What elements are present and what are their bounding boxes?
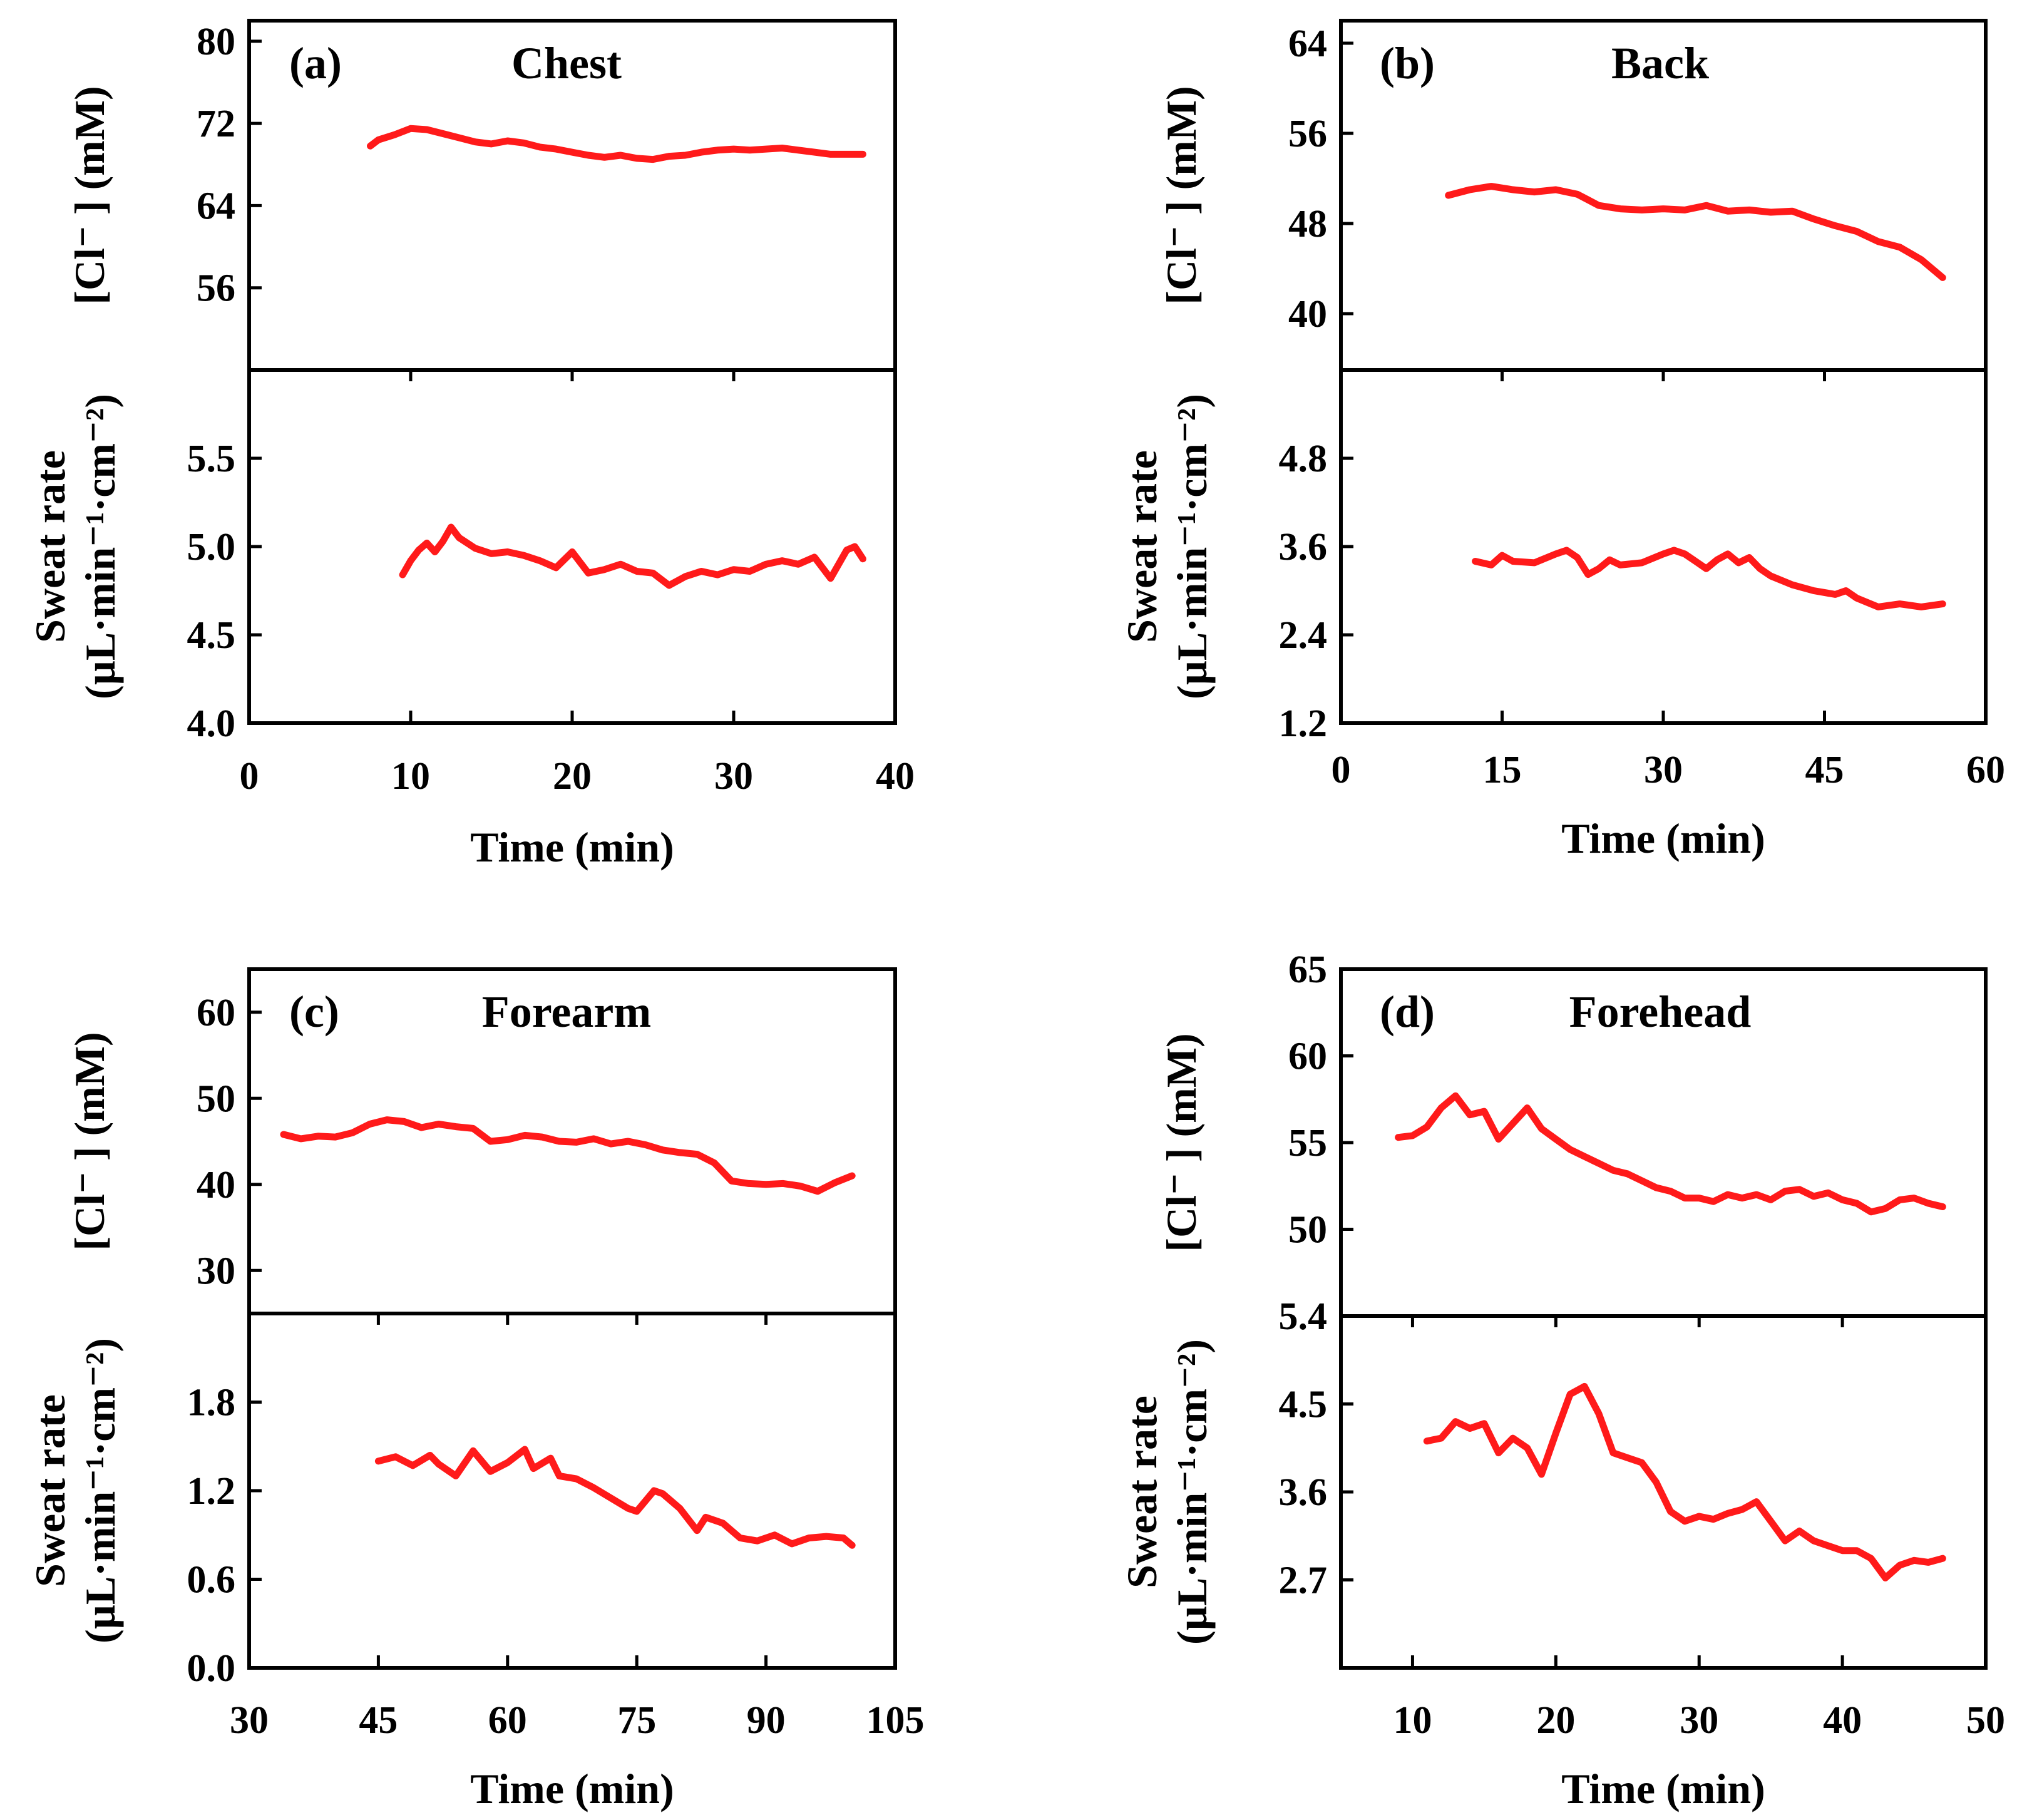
y-tick-label: 50 bbox=[1288, 1209, 1327, 1252]
y-tick-label: 4.0 bbox=[187, 702, 236, 745]
y-tick-label: 0.6 bbox=[187, 1559, 236, 1601]
chart-title: Chest bbox=[511, 38, 622, 88]
y-tick-label: 80 bbox=[197, 21, 235, 63]
y-tick-label: 48 bbox=[1288, 203, 1327, 245]
y-axis-title-sweat: Sweat rate bbox=[1118, 450, 1166, 643]
y-tick-label: 3.6 bbox=[1279, 1471, 1328, 1514]
y-tick-label: 50 bbox=[197, 1077, 235, 1120]
y-tick-label: 65 bbox=[1288, 949, 1327, 991]
x-tick-label: 45 bbox=[1805, 749, 1844, 791]
panel-label: (b) bbox=[1380, 38, 1435, 88]
panel-label: (c) bbox=[289, 987, 339, 1037]
sweat-rate-series-line bbox=[1423, 1382, 1946, 1581]
x-tick-label: 30 bbox=[714, 755, 753, 798]
x-tick-label: 10 bbox=[1393, 1699, 1432, 1742]
y-tick-label: 4.8 bbox=[1279, 438, 1328, 480]
x-tick-label: 40 bbox=[1823, 1699, 1862, 1742]
y-axis-title-sweat-unit: (µL·min⁻¹·cm⁻²) bbox=[1168, 394, 1216, 699]
panel-label: (a) bbox=[289, 38, 342, 88]
chart-title: Forehead bbox=[1569, 987, 1752, 1037]
panel-c: (c) Forearm 30 40 50 60 [Cl⁻ ] (mM) 0.0 0.6 1.2 1.… bbox=[26, 967, 925, 1812]
x-tick-label: 30 bbox=[230, 1699, 269, 1742]
y-tick-label: 64 bbox=[197, 185, 235, 227]
y-tick-label: 1.2 bbox=[187, 1470, 236, 1513]
sweat-rate-series-line bbox=[1472, 547, 1946, 610]
y-axis-title-sweat-unit: (µL·min⁻¹·cm⁻²) bbox=[1168, 1339, 1216, 1645]
y-tick-label: 40 bbox=[197, 1164, 235, 1206]
x-tick-label: 40 bbox=[876, 755, 915, 798]
y-axis-title-sweat: Sweat rate bbox=[1118, 1396, 1166, 1588]
y-axis-title-cl: [Cl⁻ ] (mM) bbox=[1157, 1033, 1205, 1252]
chloride-series-line bbox=[1395, 1092, 1946, 1216]
y-tick-label: 64 bbox=[1288, 23, 1327, 65]
plot-frame bbox=[1339, 967, 1988, 1670]
x-tick-label: 20 bbox=[1536, 1699, 1575, 1742]
x-tick-label: 45 bbox=[359, 1699, 398, 1742]
x-tick-label: 20 bbox=[553, 755, 592, 798]
x-tick-label: 60 bbox=[1966, 749, 2005, 791]
y-tick-label: 3.6 bbox=[1279, 526, 1328, 568]
y-tick-label: 30 bbox=[197, 1250, 235, 1292]
chloride-series-line bbox=[367, 125, 866, 163]
x-axis-title: Time (min) bbox=[1561, 815, 1765, 862]
y-tick-label: 5.5 bbox=[187, 438, 236, 480]
y-axis-title-sweat-unit: (µL·min⁻¹·cm⁻²) bbox=[76, 394, 124, 699]
y-axis-title-cl: [Cl⁻ ] (mM) bbox=[1157, 86, 1205, 304]
y-tick-label: 5.0 bbox=[187, 526, 236, 568]
x-tick-label: 30 bbox=[1644, 749, 1683, 791]
y-axis-title-cl: [Cl⁻ ] (mM) bbox=[66, 86, 113, 304]
y-tick-label: 55 bbox=[1288, 1122, 1327, 1164]
x-axis-title: Time (min) bbox=[470, 1765, 674, 1812]
y-tick-label: 60 bbox=[197, 992, 235, 1034]
chart-title: Back bbox=[1611, 38, 1709, 88]
x-tick-label: 60 bbox=[488, 1699, 527, 1742]
y-tick-label: 4.5 bbox=[187, 614, 236, 657]
x-tick-label: 75 bbox=[617, 1699, 656, 1742]
y-axis-title-sweat-unit: (µL·min⁻¹·cm⁻²) bbox=[76, 1338, 124, 1643]
chloride-series-line bbox=[280, 1116, 856, 1195]
sweat-rate-series-line bbox=[374, 1446, 856, 1549]
sweat-rate-series-line bbox=[399, 523, 866, 589]
y-tick-label: 56 bbox=[197, 267, 235, 310]
y-tick-label: 1.2 bbox=[1279, 702, 1328, 745]
y-tick-label: 5.4 bbox=[1279, 1295, 1328, 1338]
y-tick-label: 40 bbox=[1288, 293, 1327, 336]
x-tick-label: 15 bbox=[1483, 749, 1522, 791]
x-tick-label: 30 bbox=[1680, 1699, 1718, 1742]
panel-b: (b) Back 40 48 56 64 [Cl⁻ ] (mM) 1.2 2.4 3.6 4.8 Sw… bbox=[1118, 19, 2005, 862]
chart-title: Forearm bbox=[482, 987, 652, 1037]
y-tick-label: 56 bbox=[1288, 113, 1327, 155]
chloride-series-line bbox=[1445, 183, 1946, 281]
panel-d: (d) Forehead 50 55 60 65 [Cl⁻ ] (mM) 2.7 3.6 4.5 5… bbox=[1118, 949, 2005, 1812]
y-tick-label: 0.0 bbox=[187, 1647, 236, 1690]
plot-frame bbox=[247, 967, 897, 1670]
x-tick-label: 0 bbox=[1332, 749, 1351, 791]
panel-label: (d) bbox=[1380, 987, 1435, 1037]
y-tick-label: 60 bbox=[1288, 1036, 1327, 1078]
x-axis-title: Time (min) bbox=[1561, 1765, 1765, 1812]
y-tick-label: 4.5 bbox=[1279, 1384, 1328, 1426]
y-axis-title-sweat: Sweat rate bbox=[26, 1394, 74, 1587]
y-axis-title-sweat: Sweat rate bbox=[26, 450, 74, 643]
x-tick-label: 105 bbox=[866, 1699, 925, 1742]
x-tick-label: 50 bbox=[1966, 1699, 2005, 1742]
y-tick-label: 1.8 bbox=[187, 1382, 236, 1424]
x-tick-label: 10 bbox=[391, 755, 430, 798]
y-tick-label: 2.4 bbox=[1279, 614, 1328, 657]
x-tick-label: 0 bbox=[240, 755, 259, 798]
x-axis-title: Time (min) bbox=[470, 823, 674, 871]
y-axis-title-cl: [Cl⁻ ] (mM) bbox=[66, 1032, 113, 1250]
y-tick-label: 72 bbox=[197, 103, 235, 145]
x-tick-label: 90 bbox=[747, 1699, 786, 1742]
panel-a: (a) Chest 56 64 72 80 [Cl⁻ ] (mM) 4.0 4.5 5.0 5.5 S… bbox=[26, 19, 915, 871]
y-tick-label: 2.7 bbox=[1279, 1560, 1328, 1602]
